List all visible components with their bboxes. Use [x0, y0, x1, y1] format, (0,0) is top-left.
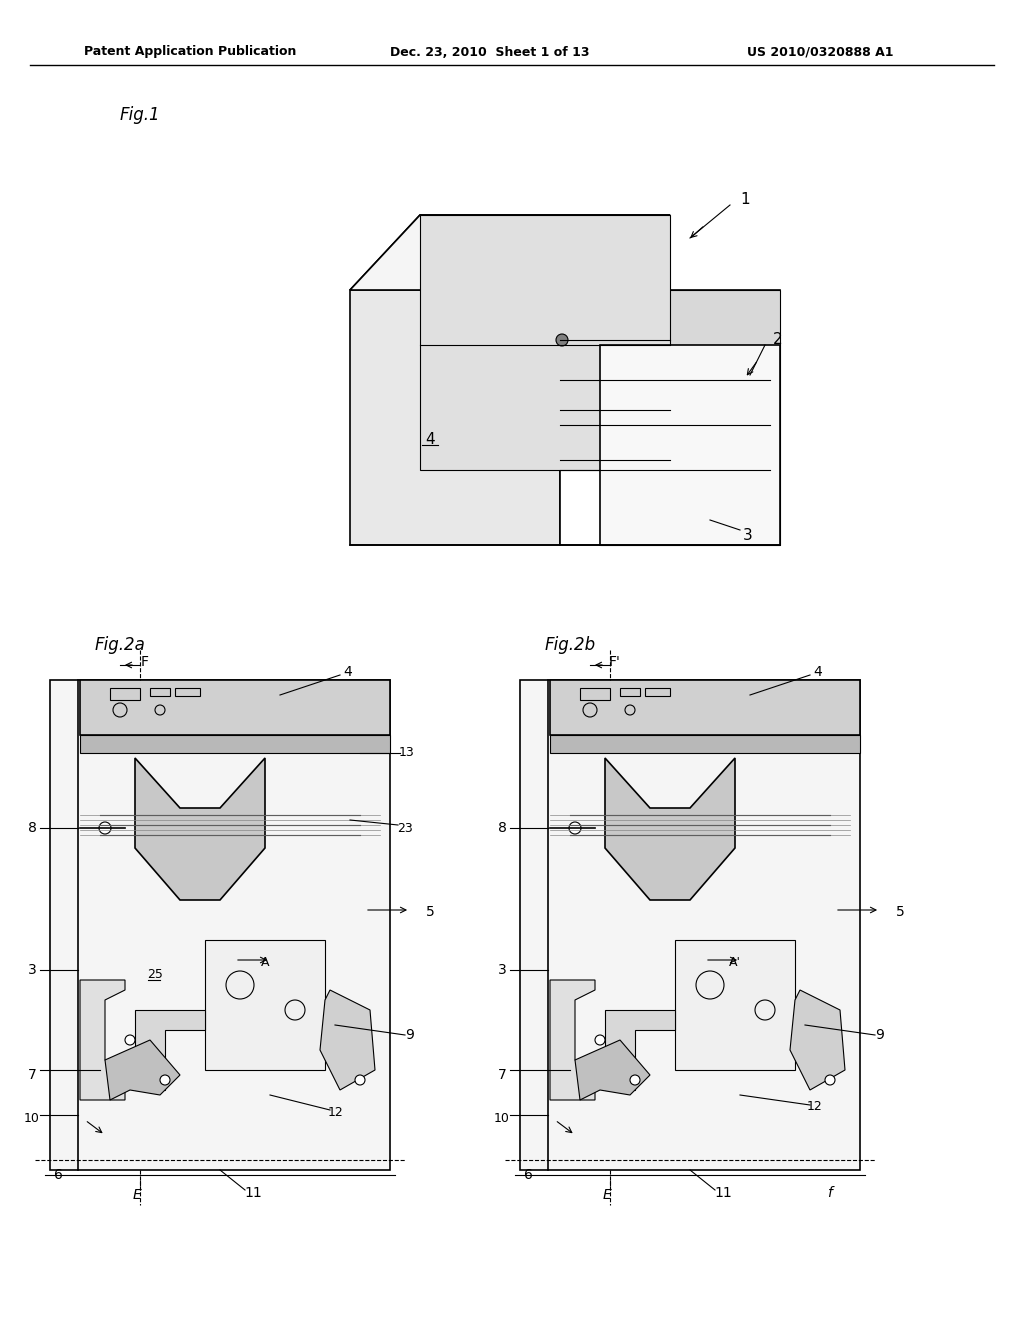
Polygon shape [105, 1040, 180, 1100]
Text: 8: 8 [28, 821, 37, 836]
Text: 3: 3 [28, 964, 37, 977]
Text: 25: 25 [147, 969, 163, 982]
Circle shape [825, 1074, 835, 1085]
Polygon shape [600, 345, 780, 545]
Text: E: E [133, 1188, 141, 1203]
Text: 3: 3 [743, 528, 753, 543]
Text: 5: 5 [896, 906, 904, 919]
Polygon shape [350, 215, 670, 290]
Polygon shape [550, 979, 595, 1100]
Text: 4: 4 [425, 433, 435, 447]
Text: 3: 3 [498, 964, 507, 977]
Text: 2: 2 [773, 333, 782, 347]
Text: A: A [261, 956, 269, 969]
Text: Fig.2a: Fig.2a [95, 636, 145, 653]
Bar [175, 688, 200, 696]
Bar [205, 940, 325, 1071]
Text: 11: 11 [714, 1185, 732, 1200]
Polygon shape [790, 990, 845, 1090]
Text: f: f [827, 1185, 833, 1200]
Polygon shape [605, 1010, 675, 1090]
Circle shape [160, 1074, 170, 1085]
Circle shape [125, 1035, 135, 1045]
Polygon shape [135, 1010, 205, 1090]
Bar [80, 735, 390, 752]
Polygon shape [350, 290, 560, 545]
Bar [150, 688, 170, 696]
Bar [550, 735, 860, 752]
Text: E: E [603, 1188, 611, 1203]
Circle shape [556, 334, 568, 346]
Polygon shape [350, 215, 670, 290]
Text: 10: 10 [24, 1111, 40, 1125]
Text: 13: 13 [399, 746, 415, 759]
Text: Patent Application Publication: Patent Application Publication [84, 45, 296, 58]
Polygon shape [605, 758, 735, 900]
Polygon shape [135, 758, 265, 900]
Text: Dec. 23, 2010  Sheet 1 of 13: Dec. 23, 2010 Sheet 1 of 13 [390, 45, 590, 58]
Bar [110, 688, 140, 700]
Polygon shape [420, 215, 670, 470]
Text: US 2010/0320888 A1: US 2010/0320888 A1 [746, 45, 893, 58]
Text: 4: 4 [814, 665, 822, 678]
Text: 6: 6 [523, 1168, 532, 1181]
Circle shape [355, 1074, 365, 1085]
Text: 4: 4 [344, 665, 352, 678]
Bar [520, 680, 860, 1170]
Polygon shape [600, 290, 780, 545]
Text: 9: 9 [406, 1028, 415, 1041]
Text: Fig.1: Fig.1 [120, 106, 161, 124]
Text: 8: 8 [498, 821, 507, 836]
Circle shape [595, 1035, 605, 1045]
Text: 10: 10 [494, 1111, 510, 1125]
Circle shape [569, 822, 581, 834]
Text: Fig.2b: Fig.2b [545, 636, 596, 653]
Bar [50, 680, 390, 1170]
Text: 7: 7 [28, 1068, 37, 1082]
Polygon shape [575, 1040, 650, 1100]
Bar [580, 688, 610, 700]
Bar [620, 688, 640, 696]
Circle shape [630, 1074, 640, 1085]
Text: A': A' [729, 956, 741, 969]
Polygon shape [319, 990, 375, 1090]
Text: 6: 6 [53, 1168, 62, 1181]
Circle shape [99, 822, 111, 834]
Bar [675, 940, 795, 1071]
Text: 12: 12 [328, 1106, 344, 1118]
Text: F: F [141, 655, 150, 669]
Text: 7: 7 [498, 1068, 507, 1082]
Text: F': F' [609, 655, 621, 669]
Polygon shape [80, 979, 125, 1100]
Text: 5: 5 [426, 906, 434, 919]
Polygon shape [560, 290, 780, 545]
Bar [550, 680, 860, 735]
Text: 9: 9 [876, 1028, 885, 1041]
Bar [80, 680, 390, 735]
Text: 23: 23 [397, 821, 413, 834]
Text: 1: 1 [740, 193, 750, 207]
Text: 11: 11 [244, 1185, 262, 1200]
Bar [645, 688, 670, 696]
Text: 12: 12 [807, 1101, 823, 1114]
